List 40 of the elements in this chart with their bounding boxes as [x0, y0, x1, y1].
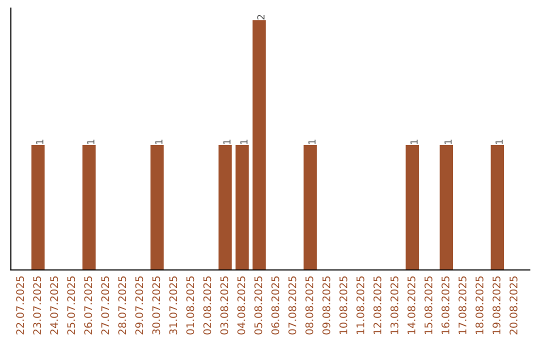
- x-tick-label: 09.08.2025: [322, 276, 330, 334]
- x-tick-label: 08.08.2025: [305, 276, 314, 334]
- data-label: 1: [223, 140, 230, 144]
- x-tick-label: 27.07.2025: [101, 276, 110, 334]
- x-tick-label: 31.07.2025: [169, 276, 178, 334]
- x-tick-label: 11.08.2025: [356, 276, 364, 334]
- x-tick-label: 26.07.2025: [84, 276, 92, 334]
- data-label: 1: [410, 140, 418, 144]
- data-label: 1: [240, 140, 248, 144]
- x-tick-label: 06.08.2025: [271, 276, 280, 334]
- data-label: 1: [444, 140, 452, 144]
- x-tick-label: 03.08.2025: [220, 276, 228, 334]
- data-label: 2: [257, 14, 264, 20]
- x-tick-label: 01.08.2025: [186, 276, 194, 334]
- x-tick-label: 25.07.2025: [67, 276, 76, 334]
- x-tick-label: 05.08.2025: [254, 276, 262, 334]
- x-tick-label: 02.08.2025: [203, 276, 212, 334]
- x-tick-label: 18.08.2025: [476, 276, 484, 334]
- data-label: 1: [36, 140, 44, 144]
- x-tick-label: 24.07.2025: [50, 276, 58, 334]
- x-tick-label: 30.07.2025: [152, 276, 160, 334]
- x-tick-label: 20.08.2025: [510, 276, 518, 334]
- data-label: 1: [308, 140, 316, 144]
- data-label: 1: [496, 140, 503, 144]
- x-tick-label: 16.08.2025: [442, 276, 450, 334]
- x-tick-label: 13.08.2025: [390, 276, 398, 334]
- x-tick-label: 15.08.2025: [424, 276, 432, 334]
- x-tick-label: 22.07.2025: [16, 276, 24, 334]
- data-label: 1: [87, 140, 94, 144]
- x-tick-label: 17.08.2025: [458, 276, 466, 334]
- x-tick-label: 23.07.2025: [33, 276, 42, 334]
- x-tick-label: 04.08.2025: [237, 276, 246, 334]
- data-label: 1: [155, 140, 162, 144]
- x-tick-label: 10.08.2025: [339, 276, 348, 334]
- x-tick-label: 19.08.2025: [492, 276, 500, 334]
- x-tick-label: 12.08.2025: [373, 276, 382, 334]
- x-tick-label: 14.08.2025: [407, 276, 416, 334]
- x-tick-label: 28.07.2025: [118, 276, 126, 334]
- x-tick-label: 07.08.2025: [288, 276, 296, 334]
- x-tick-label: 29.07.2025: [135, 276, 144, 334]
